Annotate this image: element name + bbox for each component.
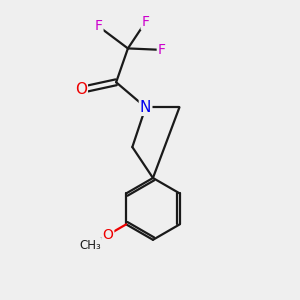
Text: F: F [158,43,166,57]
Text: N: N [140,100,151,115]
Text: O: O [102,228,113,242]
Text: O: O [75,82,87,97]
Text: F: F [94,19,103,33]
Text: CH₃: CH₃ [79,239,101,252]
Text: F: F [142,15,150,29]
